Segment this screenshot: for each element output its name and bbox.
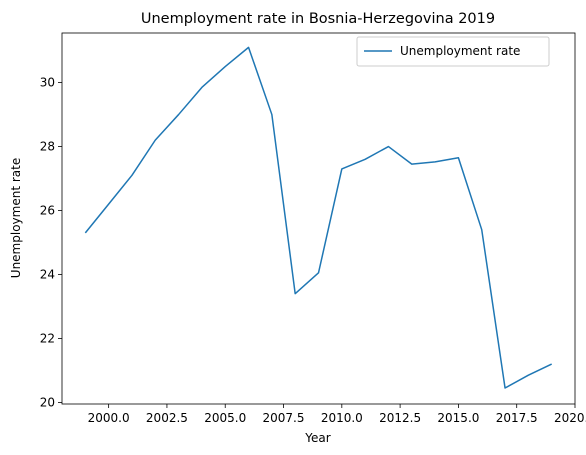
legend: Unemployment rate bbox=[357, 37, 549, 66]
x-tick-label: 2000.0 bbox=[88, 411, 130, 425]
axes-frame bbox=[62, 33, 575, 404]
y-tick-label: 20 bbox=[40, 395, 55, 409]
y-tick-label: 26 bbox=[40, 204, 55, 218]
y-axis-label: Unemployment rate bbox=[9, 158, 23, 278]
x-tick-label: 2002.5 bbox=[146, 411, 188, 425]
x-tick-label: 2020.0 bbox=[554, 411, 586, 425]
y-tick-label: 30 bbox=[40, 76, 55, 90]
x-tick-label: 2017.5 bbox=[496, 411, 538, 425]
legend-label: Unemployment rate bbox=[400, 44, 520, 58]
series-line-0 bbox=[85, 47, 551, 388]
x-tick-label: 2012.5 bbox=[379, 411, 421, 425]
x-tick-label: 2007.5 bbox=[263, 411, 305, 425]
x-axis-label: Year bbox=[304, 431, 330, 445]
x-tick-label: 2005.0 bbox=[204, 411, 246, 425]
plot-area: 2000.0 2002.5 2005.0 2007.5 2010.0 2012.5 2015… bbox=[40, 33, 586, 425]
x-tick-label: 2015.0 bbox=[437, 411, 479, 425]
chart-title: Unemployment rate in Bosnia-Herzegovina … bbox=[141, 11, 495, 27]
x-tick-label: 2010.0 bbox=[321, 411, 363, 425]
y-tick-label: 28 bbox=[40, 140, 55, 154]
y-tick-label: 24 bbox=[40, 267, 55, 281]
y-tick-label: 22 bbox=[40, 331, 55, 345]
